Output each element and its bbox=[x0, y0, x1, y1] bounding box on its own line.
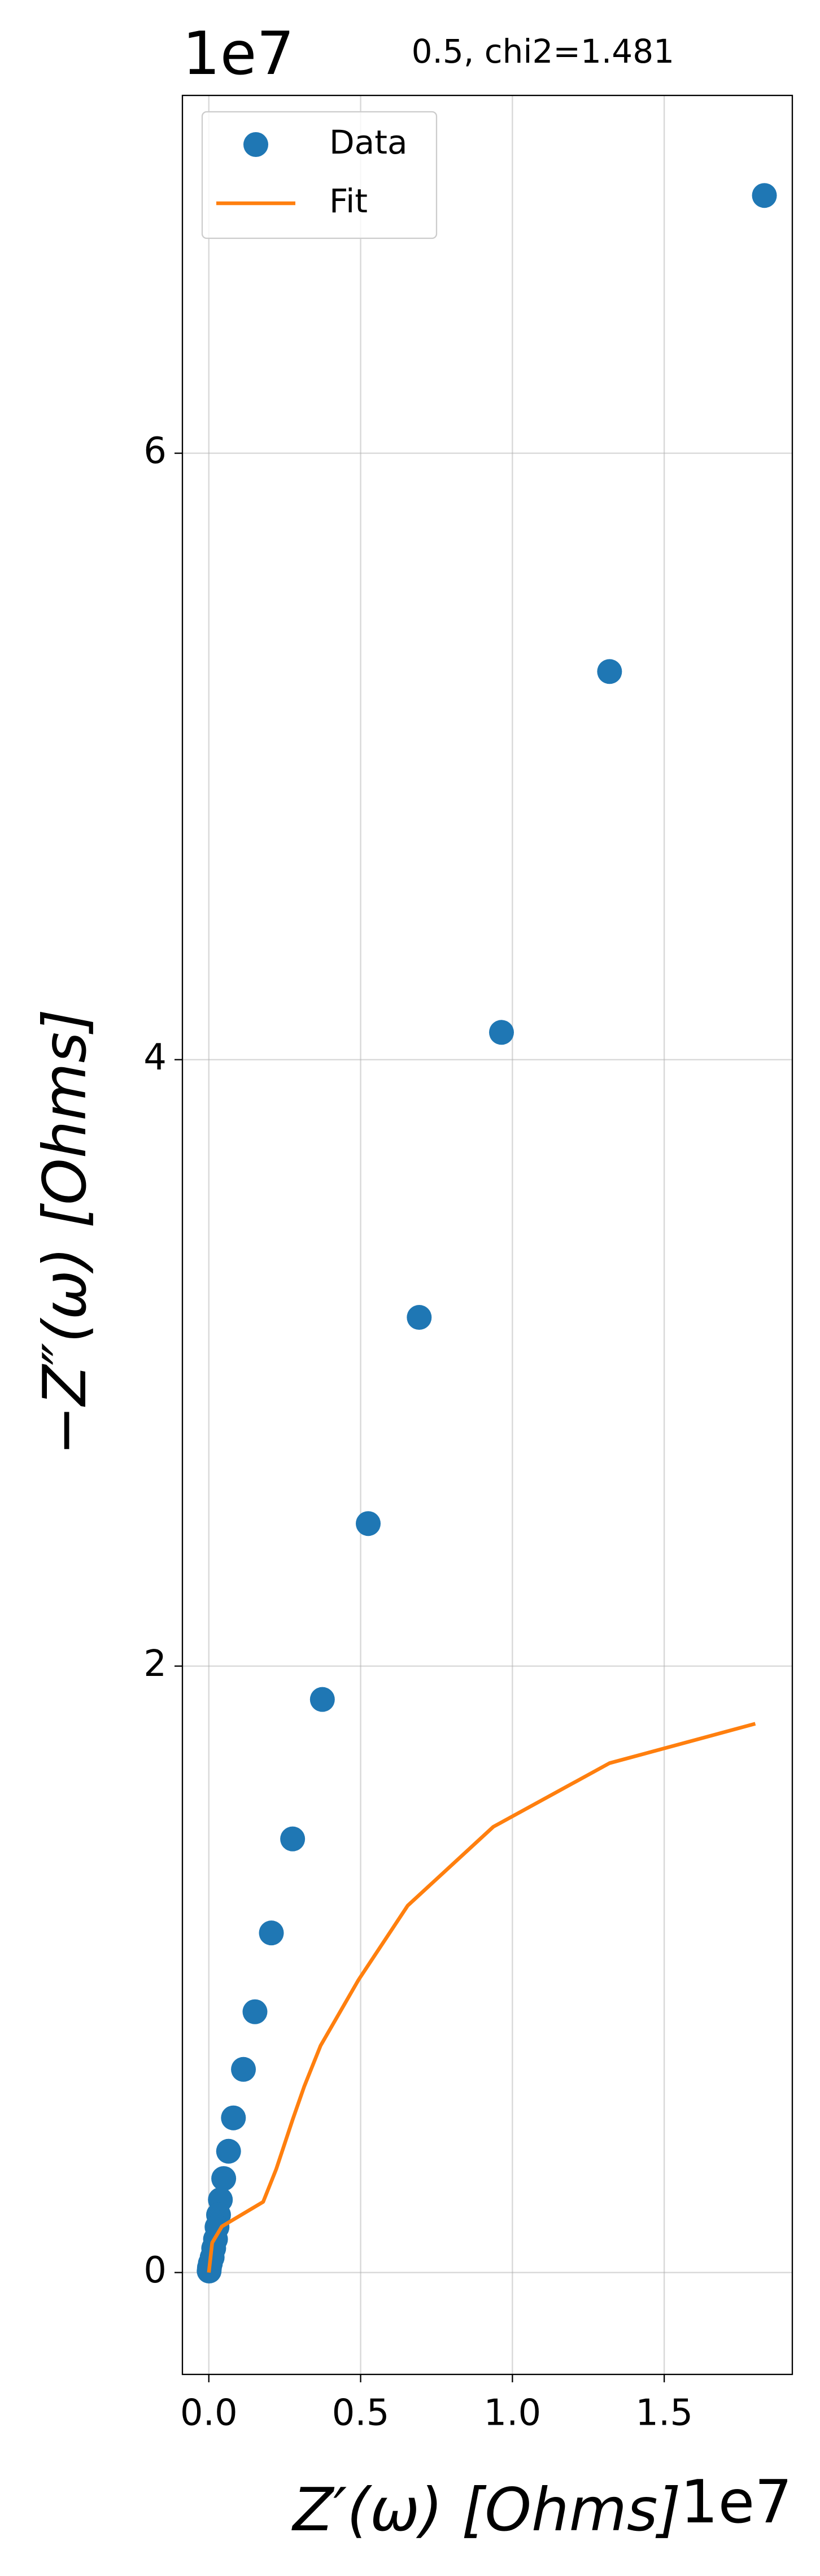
y-tick-label: 6 bbox=[143, 430, 167, 472]
y-tick-label: 0 bbox=[143, 2250, 167, 2291]
x-tick-label: 0.5 bbox=[332, 2392, 390, 2434]
data-point bbox=[309, 1687, 335, 1712]
data-point bbox=[259, 1920, 284, 1946]
y-tick-label: 4 bbox=[143, 1037, 167, 1079]
data-point bbox=[231, 2057, 256, 2082]
legend: Data Fit bbox=[201, 111, 438, 239]
data-point bbox=[752, 183, 777, 208]
x-axis-label: Z′(ω) [Ohms] bbox=[291, 2475, 681, 2544]
x-tick-label: 1.5 bbox=[635, 2392, 693, 2434]
data-point bbox=[488, 1020, 514, 1045]
data-point bbox=[597, 659, 622, 684]
legend-marker bbox=[243, 132, 268, 157]
legend-label: Fit bbox=[329, 182, 368, 220]
data-point bbox=[242, 1999, 268, 2024]
data-point bbox=[407, 1305, 432, 1330]
data-point bbox=[280, 1826, 306, 1852]
x-tick-label: 0.0 bbox=[180, 2392, 238, 2434]
y-offset-label: 1e7 bbox=[182, 19, 294, 88]
data-point bbox=[211, 2166, 237, 2191]
fit-line bbox=[207, 1722, 756, 2273]
y-axis-label: −Z″(ω) [Ohms] bbox=[30, 1009, 99, 1455]
x-offset-label: 1e7 bbox=[681, 2468, 792, 2536]
data-point bbox=[355, 1511, 381, 1536]
data-point bbox=[221, 2105, 246, 2130]
x-tick-label: 1.0 bbox=[483, 2392, 541, 2434]
axes-frame bbox=[181, 94, 793, 2376]
y-tick-label: 2 bbox=[143, 1643, 167, 1685]
legend-label: Data bbox=[329, 123, 408, 161]
data-point bbox=[216, 2138, 241, 2164]
chart-title: 0.5, chi2=1.481 bbox=[412, 32, 674, 71]
